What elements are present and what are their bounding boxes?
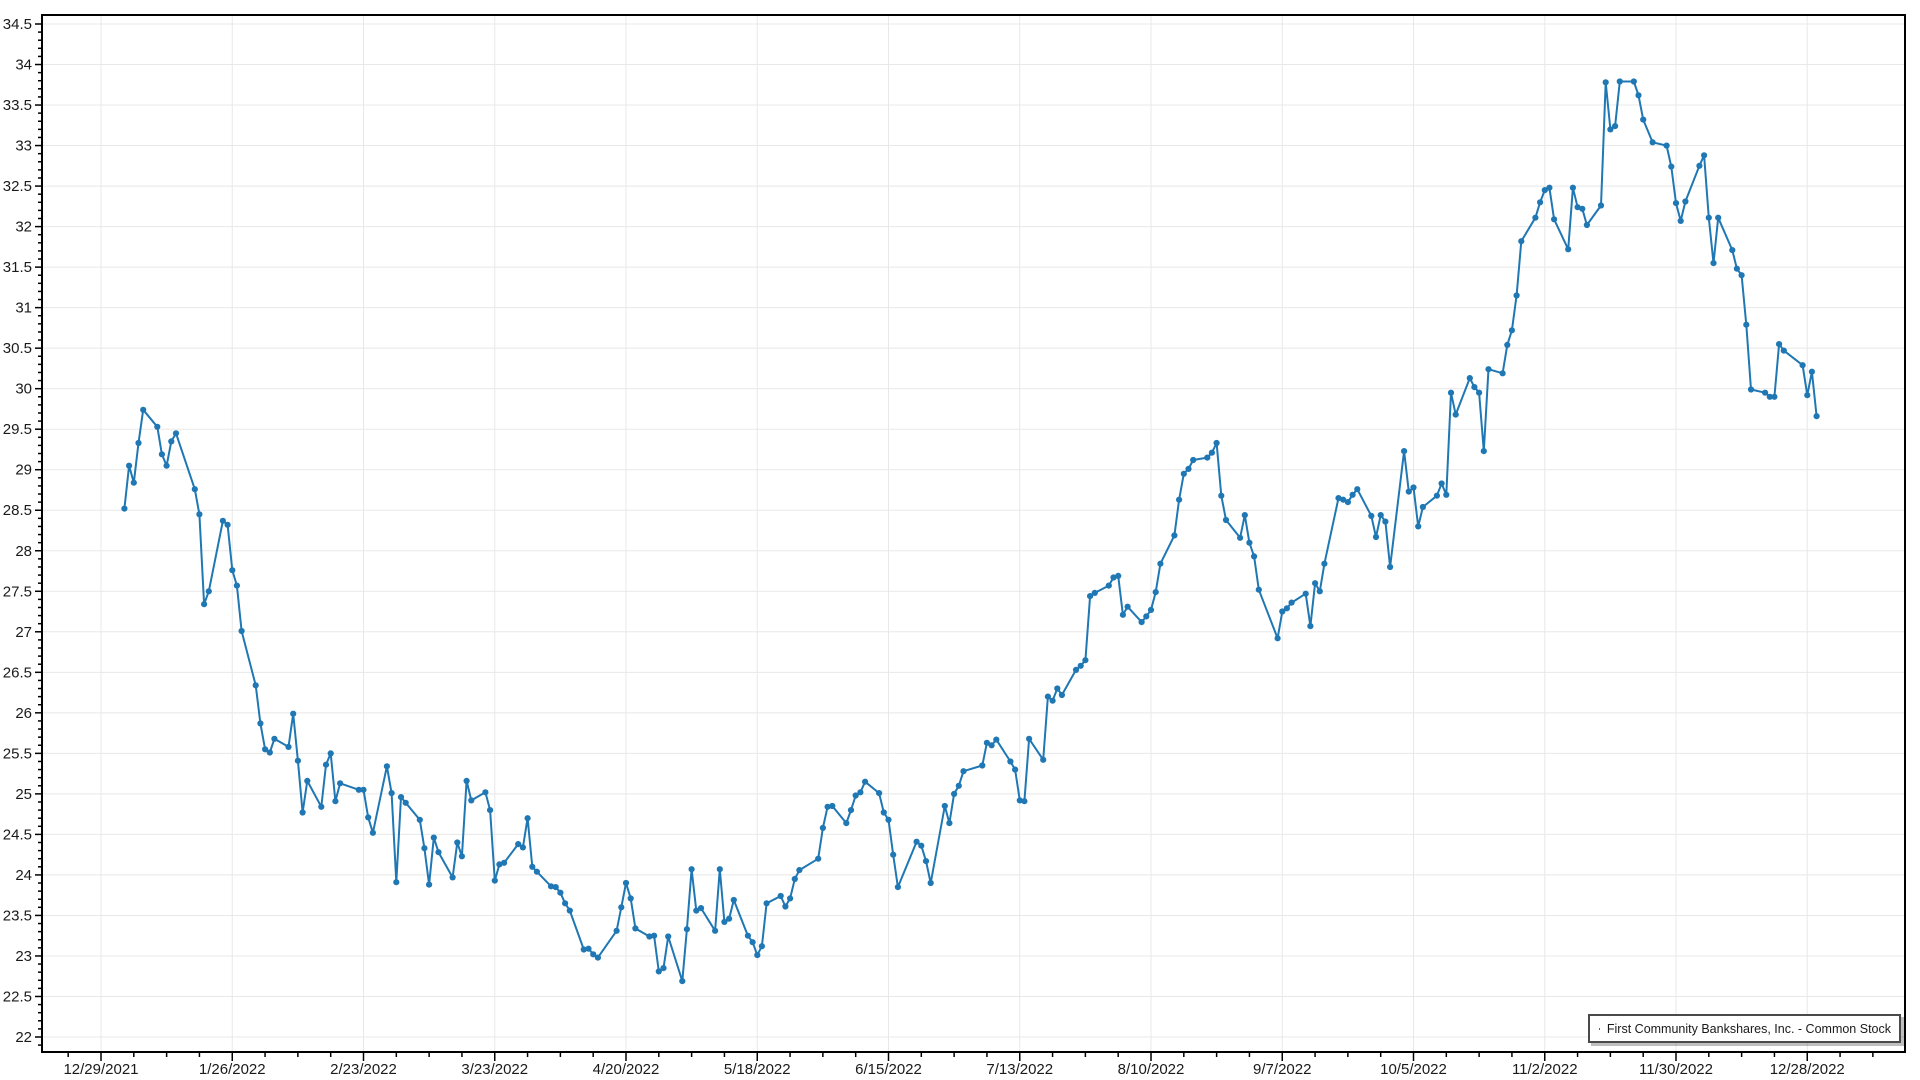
- x-tick-label: 2/23/2022: [330, 1061, 397, 1078]
- y-tick-label: 29: [15, 462, 32, 479]
- x-tick-label: 11/2/2022: [1512, 1061, 1578, 1078]
- x-tick-label: 5/18/2022: [724, 1061, 791, 1078]
- y-tick-label: 23.5: [3, 907, 32, 924]
- y-tick-label: 24.5: [3, 826, 32, 843]
- y-tick-label: 29.5: [3, 421, 32, 438]
- x-tick-label: 9/7/2022: [1253, 1061, 1311, 1078]
- y-tick-label: 26: [15, 705, 32, 722]
- y-tick-label: 27: [15, 624, 32, 641]
- y-tick-label: 25: [15, 786, 32, 803]
- y-tick-label: 34.5: [3, 16, 32, 33]
- y-tick-label: 30: [15, 381, 32, 398]
- y-tick-label: 30.5: [3, 340, 32, 357]
- series-line: [123, 80, 1818, 983]
- y-tick-label: 22: [15, 1029, 32, 1046]
- y-tick-label: 31.5: [3, 259, 32, 276]
- y-tick-label: 32: [15, 219, 32, 236]
- x-tick-label: 8/10/2022: [1118, 1061, 1185, 1078]
- x-tick-label: 10/5/2022: [1380, 1061, 1447, 1078]
- y-tick-label: 33.5: [3, 97, 32, 114]
- y-tick-label: 22.5: [3, 988, 32, 1005]
- y-tick-label: 28: [15, 543, 32, 560]
- y-axis: 22 22.5 23 23.5 24 24.5 25 25.5 26 26.5 27 27.5 28 28…: [3, 16, 42, 1046]
- y-tick-label: 25.5: [3, 745, 32, 762]
- x-axis: 12/29/2021 1/26/2022 2/23/2022 3/23/2022 4/2…: [63, 1052, 1874, 1078]
- y-tick-label: 26.5: [3, 664, 32, 681]
- x-tick-label: 7/13/2022: [986, 1061, 1053, 1078]
- gridlines: [42, 15, 1905, 1052]
- x-tick-label: 11/30/2022: [1639, 1061, 1713, 1078]
- x-tick-label: 12/29/2021: [63, 1061, 138, 1078]
- x-tick-label: 6/15/2022: [855, 1061, 922, 1078]
- legend: First Community Bankshares, Inc. - Commo…: [1588, 1014, 1901, 1043]
- y-tick-label: 28.5: [3, 502, 32, 519]
- y-tick-label: 24: [15, 867, 32, 884]
- series-line-marker-icon: [1599, 1027, 1600, 1030]
- x-tick-label: 3/23/2022: [461, 1061, 528, 1078]
- y-tick-label: 23: [15, 948, 32, 965]
- series-markers: [121, 78, 1820, 985]
- y-tick-label: 33: [15, 138, 32, 155]
- plot-border: [41, 14, 1906, 1053]
- x-tick-label: 4/20/2022: [593, 1061, 660, 1078]
- series-label: First Community Bankshares, Inc. - Commo…: [1606, 1021, 1891, 1036]
- y-tick-label: 27.5: [3, 583, 32, 600]
- x-tick-label: 1/26/2022: [199, 1061, 266, 1078]
- y-tick-label: 34: [15, 57, 32, 74]
- y-tick-label: 32.5: [3, 178, 32, 195]
- y-tick-label: 31: [15, 300, 32, 317]
- x-tick-label: 12/28/2022: [1770, 1061, 1845, 1078]
